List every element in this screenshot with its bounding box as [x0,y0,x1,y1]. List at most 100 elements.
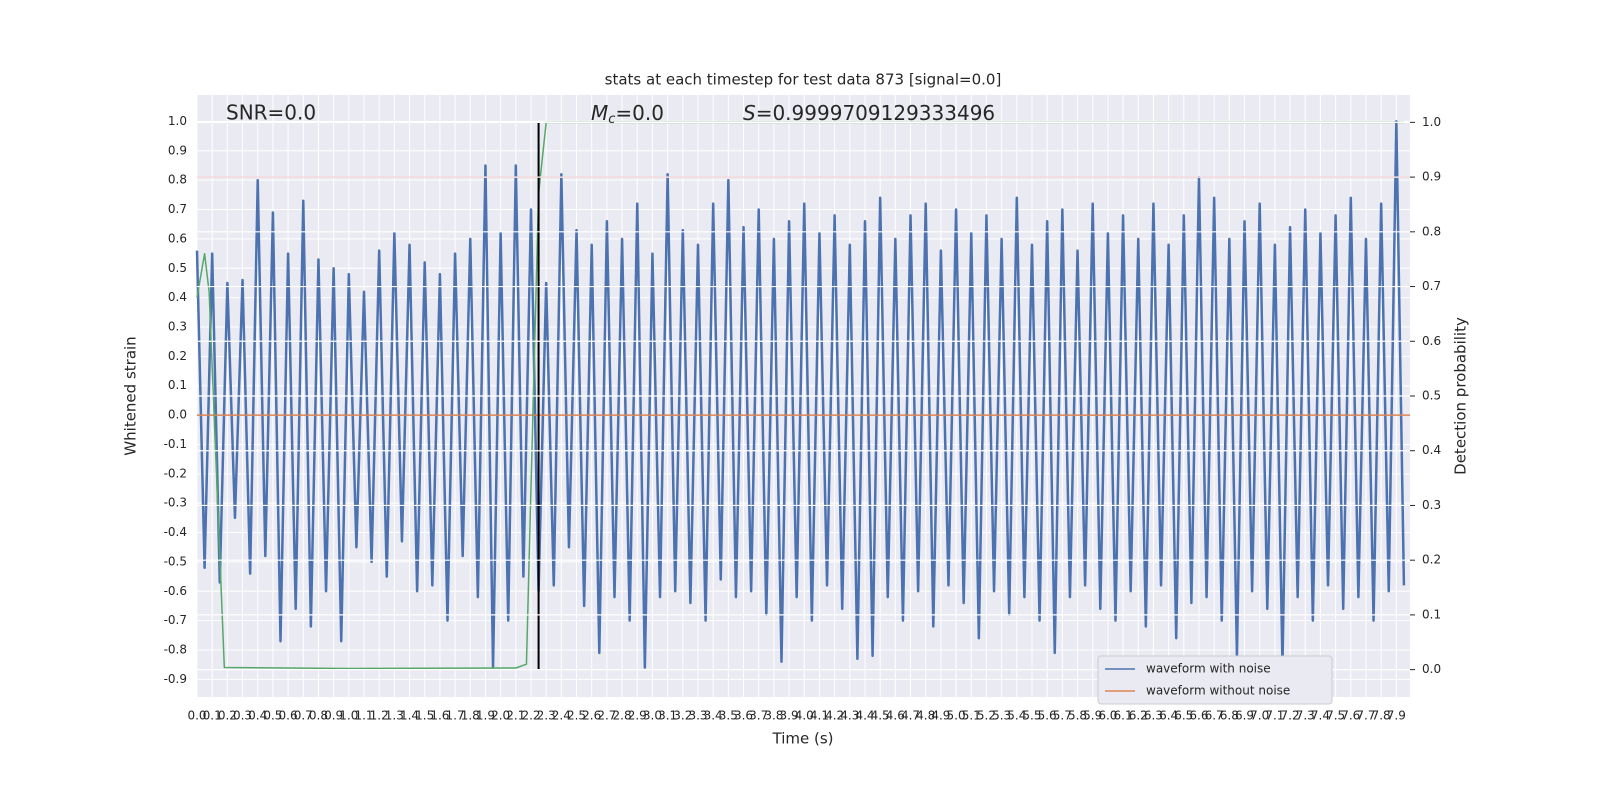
x-tick-label: 1.3 [385,709,404,723]
y2-tick-label: 0.6 [1422,334,1441,348]
x-tick-label: 0.6 [279,709,298,723]
x-tick-label: 6.2 [1129,709,1148,723]
y2-tick-label: 0.0 [1422,662,1441,676]
x-tick-label: 2.2 [521,709,540,723]
y-tick-label: 0.2 [168,349,187,363]
annotation: S=0.9999709129333496 [743,101,995,125]
x-tick-label: 1.6 [430,709,449,723]
x-tick-label: 0.4 [248,709,267,723]
x-tick-label: 1.7 [446,709,465,723]
y-tick-label: -0.7 [164,613,187,627]
legend-label: waveform without noise [1146,684,1290,698]
x-tick-label: 7.3 [1296,709,1315,723]
x-tick-label: 0.7 [294,709,313,723]
x-tick-label: 4.8 [916,709,935,723]
x-tick-label: 3.8 [764,709,783,723]
x-tick-label: 2.0 [491,709,510,723]
x-tick-label: 1.5 [415,709,434,723]
x-tick-label: 3.0 [643,709,662,723]
x-tick-label: 7.1 [1265,709,1284,723]
x-tick-label: 5.5 [1022,709,1041,723]
x-tick-label: 7.5 [1326,709,1345,723]
x-tick-label: 4.7 [901,709,920,723]
x-tick-label: 4.2 [825,709,844,723]
x-tick-label: 4.6 [886,709,905,723]
x-tick-label: 0.0 [187,709,206,723]
legend-box [1097,655,1333,705]
x-tick-label: 5.1 [962,709,981,723]
x-tick-label: 4.4 [855,709,874,723]
x-tick-label: 6.4 [1159,709,1178,723]
y2-tick-label: 0.4 [1422,443,1441,457]
y-tick-label: -0.9 [164,672,187,686]
x-tick-label: 3.1 [658,709,677,723]
y2-tick-label: 0.2 [1422,553,1441,567]
y-tick-label: 0.8 [168,173,187,187]
y-tick-label: 0.7 [168,202,187,216]
y-tick-label: -0.8 [164,643,187,657]
x-tick-label: 6.3 [1144,709,1163,723]
x-tick-label: 1.2 [370,709,389,723]
chart-title: stats at each timestep for test data 873… [605,71,1002,89]
x-tick-label: 3.9 [780,709,799,723]
y2-tick-label: 0.9 [1422,170,1441,184]
x-tick-label: 0.9 [324,709,343,723]
y2-tick-label: 1.0 [1422,115,1441,129]
y-tick-label: -0.1 [164,437,187,451]
series-line [196,121,1404,670]
x-tick-label: 3.3 [688,709,707,723]
annotation-text: =0.0 [615,101,664,125]
x-tick-label: 4.9 [931,709,950,723]
x-tick-label: 4.0 [795,709,814,723]
x-tick-label: 1.1 [354,709,373,723]
x-tick-label: 2.5 [567,709,586,723]
series-line [195,120,1406,669]
x-tick-label: 6.5 [1174,709,1193,723]
x-tick-label: 1.4 [400,709,419,723]
x-tick-label: 7.0 [1250,709,1269,723]
x-tick-label: 0.3 [233,709,252,723]
x-axis-label: Time (s) [772,730,834,748]
y-axis-label: Whitened strain [122,336,140,455]
x-tick-label: 1.9 [476,709,495,723]
y-tick-label: -0.4 [164,525,187,539]
x-tick-label: 4.5 [871,709,890,723]
legend: waveform with noise waveform without nois… [1097,655,1333,705]
annotation-symbol: S [743,101,756,125]
x-tick-label: 2.6 [582,709,601,723]
x-tick-label: 7.7 [1356,709,1375,723]
x-tick-label: 3.6 [734,709,753,723]
x-tick-label: 7.4 [1311,709,1330,723]
y2-tick-label: 0.7 [1422,279,1441,293]
y-tick-label: 0.6 [168,231,187,245]
x-tick-label: 3.7 [749,709,768,723]
x-tick-label: 4.1 [810,709,829,723]
y-tick-label: -0.2 [164,466,187,480]
y-tick-label: -0.3 [164,496,187,510]
y2-tick-label: 0.8 [1422,224,1441,238]
legend-label: waveform with noise [1146,662,1271,676]
y-tick-label: 0.3 [168,319,187,333]
y2-axis-label: Detection probability [1452,317,1470,475]
x-tick-label: 7.9 [1387,709,1406,723]
x-tick-label: 7.8 [1372,709,1391,723]
x-tick-label: 6.0 [1098,709,1117,723]
x-tick-label: 3.4 [704,709,723,723]
x-tick-label: 0.2 [218,709,237,723]
x-tick-label: 5.2 [977,709,996,723]
x-tick-label: 7.2 [1281,709,1300,723]
y2-tick-label: 0.1 [1422,607,1441,621]
x-tick-label: 2.8 [613,709,632,723]
annotation: SNR=0.0 [226,101,316,125]
y2-tick-label: 0.3 [1422,498,1441,512]
x-tick-label: 2.1 [506,709,525,723]
y-tick-label: 0.5 [168,261,187,275]
y-tick-label: 1.0 [168,114,187,128]
x-tick-label: 2.7 [597,709,616,723]
x-tick-label: 0.5 [263,709,282,723]
x-tick-label: 5.4 [1007,709,1026,723]
annotation-symbol: M [591,101,608,125]
x-tick-label: 7.6 [1341,709,1360,723]
annotation-subscript: c [608,112,615,127]
